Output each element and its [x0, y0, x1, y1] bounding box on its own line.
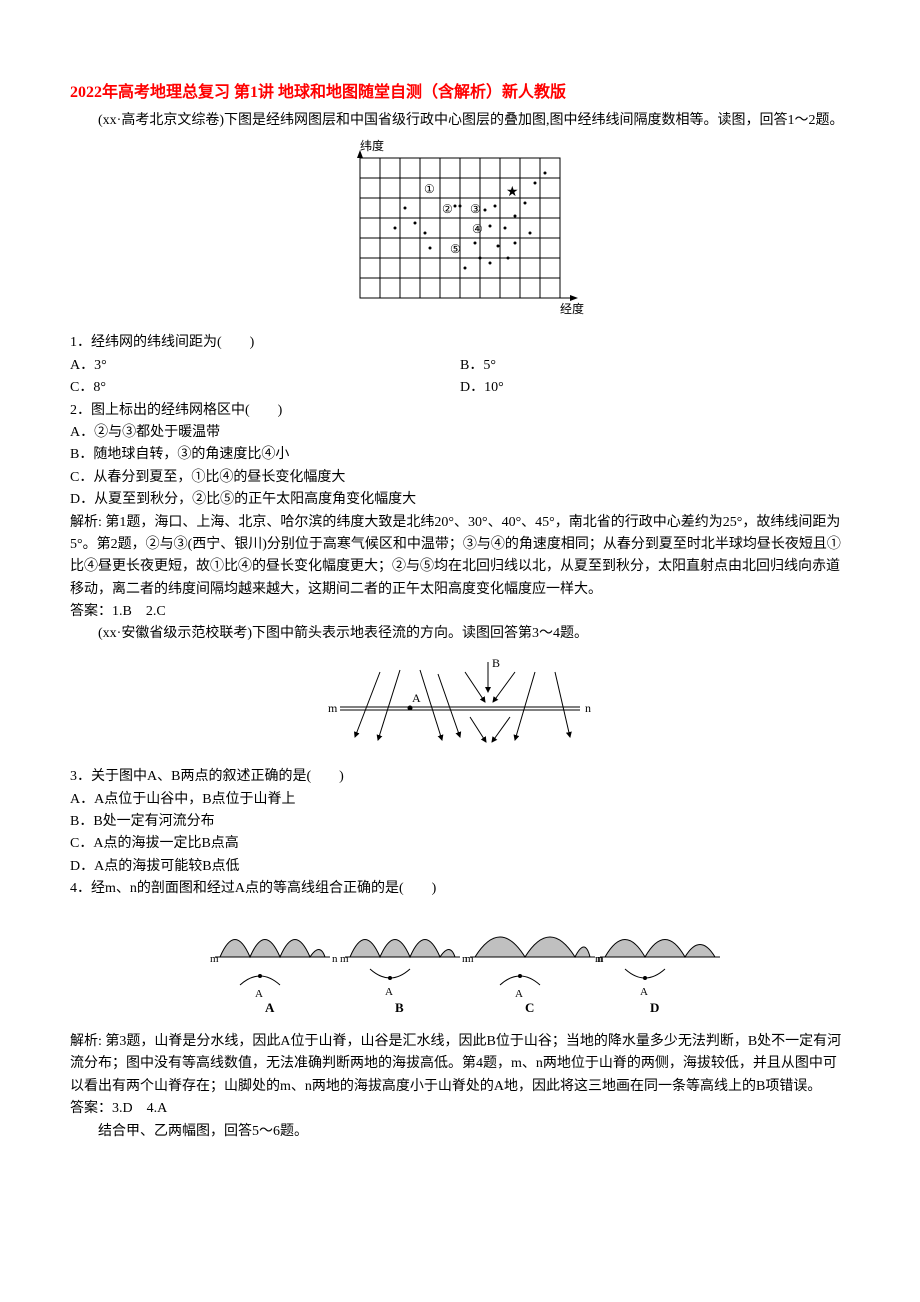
intro-2: (xx·安徽省级示范校联考)下图中箭头表示地表径流的方向。读图回答第3～4题。 — [70, 623, 850, 645]
axis-y-label: 纬度 — [360, 138, 384, 153]
mark-2: ② — [442, 202, 453, 216]
svg-text:A: A — [255, 988, 263, 1000]
label-m: m — [328, 701, 338, 715]
svg-text:B: B — [395, 1000, 404, 1015]
explanation-1: 解析: 第1题，海口、上海、北京、哈尔滨的纬度大致是北纬20°、30°、40°、… — [70, 512, 850, 602]
svg-text:D: D — [650, 1000, 659, 1015]
svg-text:m: m — [340, 953, 349, 965]
svg-text:n: n — [332, 953, 338, 965]
q1-option-c: C．8° — [70, 377, 460, 399]
svg-text:m: m — [595, 953, 604, 965]
svg-text:A: A — [515, 988, 523, 1000]
answer-1: 答案：1.B 2.C — [70, 601, 850, 623]
svg-text:A: A — [640, 986, 648, 998]
answer-2: 答案：3.D 4.A — [70, 1098, 850, 1120]
q1-stem: 1．经纬网的纬线间距为( ) — [70, 332, 850, 354]
figure-1: 纬度 经度 ① ② ③ ④ ⑤ ★ — [70, 138, 850, 326]
q3-option-a: A．A点位于山谷中，B点位于山脊上 — [70, 789, 850, 811]
q2-stem: 2．图上标出的经纬网格区中( ) — [70, 400, 850, 422]
mark-5: ⑤ — [450, 242, 461, 256]
q3-option-c: C．A点的海拔一定比B点高 — [70, 833, 850, 855]
label-B: B — [492, 656, 500, 670]
outro: 结合甲、乙两幅图，回答5～6题。 — [70, 1121, 850, 1143]
intro-paragraph: (xx·高考北京文综卷)下图是经纬网图层和中国省级行政中心图层的叠加图,图中经纬… — [70, 110, 850, 132]
svg-text:m: m — [210, 953, 219, 965]
mark-3: ③ — [470, 202, 481, 216]
svg-text:A: A — [265, 1000, 275, 1015]
q2-option-d: D．从夏至到秋分，②比⑤的正午太阳高度角变化幅度大 — [70, 489, 850, 511]
star-mark: ★ — [506, 185, 519, 200]
label-n: n — [585, 701, 591, 715]
mark-1: ① — [424, 182, 435, 196]
explanation-2: 解析: 第3题，山脊是分水线，因此A位于山脊，山谷是汇水线，因此B位于山谷；当地… — [70, 1031, 850, 1098]
q3-option-d: D．A点的海拔可能较B点低 — [70, 856, 850, 878]
axis-x-label: 经度 — [560, 301, 584, 316]
svg-text:m: m — [465, 953, 474, 965]
q3-stem: 3．关于图中A、B两点的叙述正确的是( ) — [70, 766, 850, 788]
page-title: 2022年高考地理总复习 第1讲 地球和地图随堂自测（含解析）新人教版 — [70, 80, 850, 106]
q4-stem: 4．经m、n的剖面图和经过A点的等高线组合正确的是( ) — [70, 878, 850, 900]
q2-option-b: B．随地球自转，③的角速度比④小 — [70, 444, 850, 466]
mark-4: ④ — [472, 222, 483, 236]
q1-option-d: D．10° — [460, 377, 850, 399]
svg-text:C: C — [525, 1000, 534, 1015]
q3-option-b: B．B处一定有河流分布 — [70, 811, 850, 833]
q2-option-c: C．从春分到夏至，①比④的昼长变化幅度大 — [70, 467, 850, 489]
figure-3: mn A A mn A B mn A C mn A D — [70, 907, 850, 1025]
q1-option-b: B．5° — [460, 355, 850, 377]
figure-2: m n A B — [70, 652, 850, 760]
q1-option-a: A．3° — [70, 355, 460, 377]
label-A: A — [412, 691, 421, 705]
svg-text:A: A — [385, 986, 393, 998]
q2-option-a: A．②与③都处于暖温带 — [70, 422, 850, 444]
